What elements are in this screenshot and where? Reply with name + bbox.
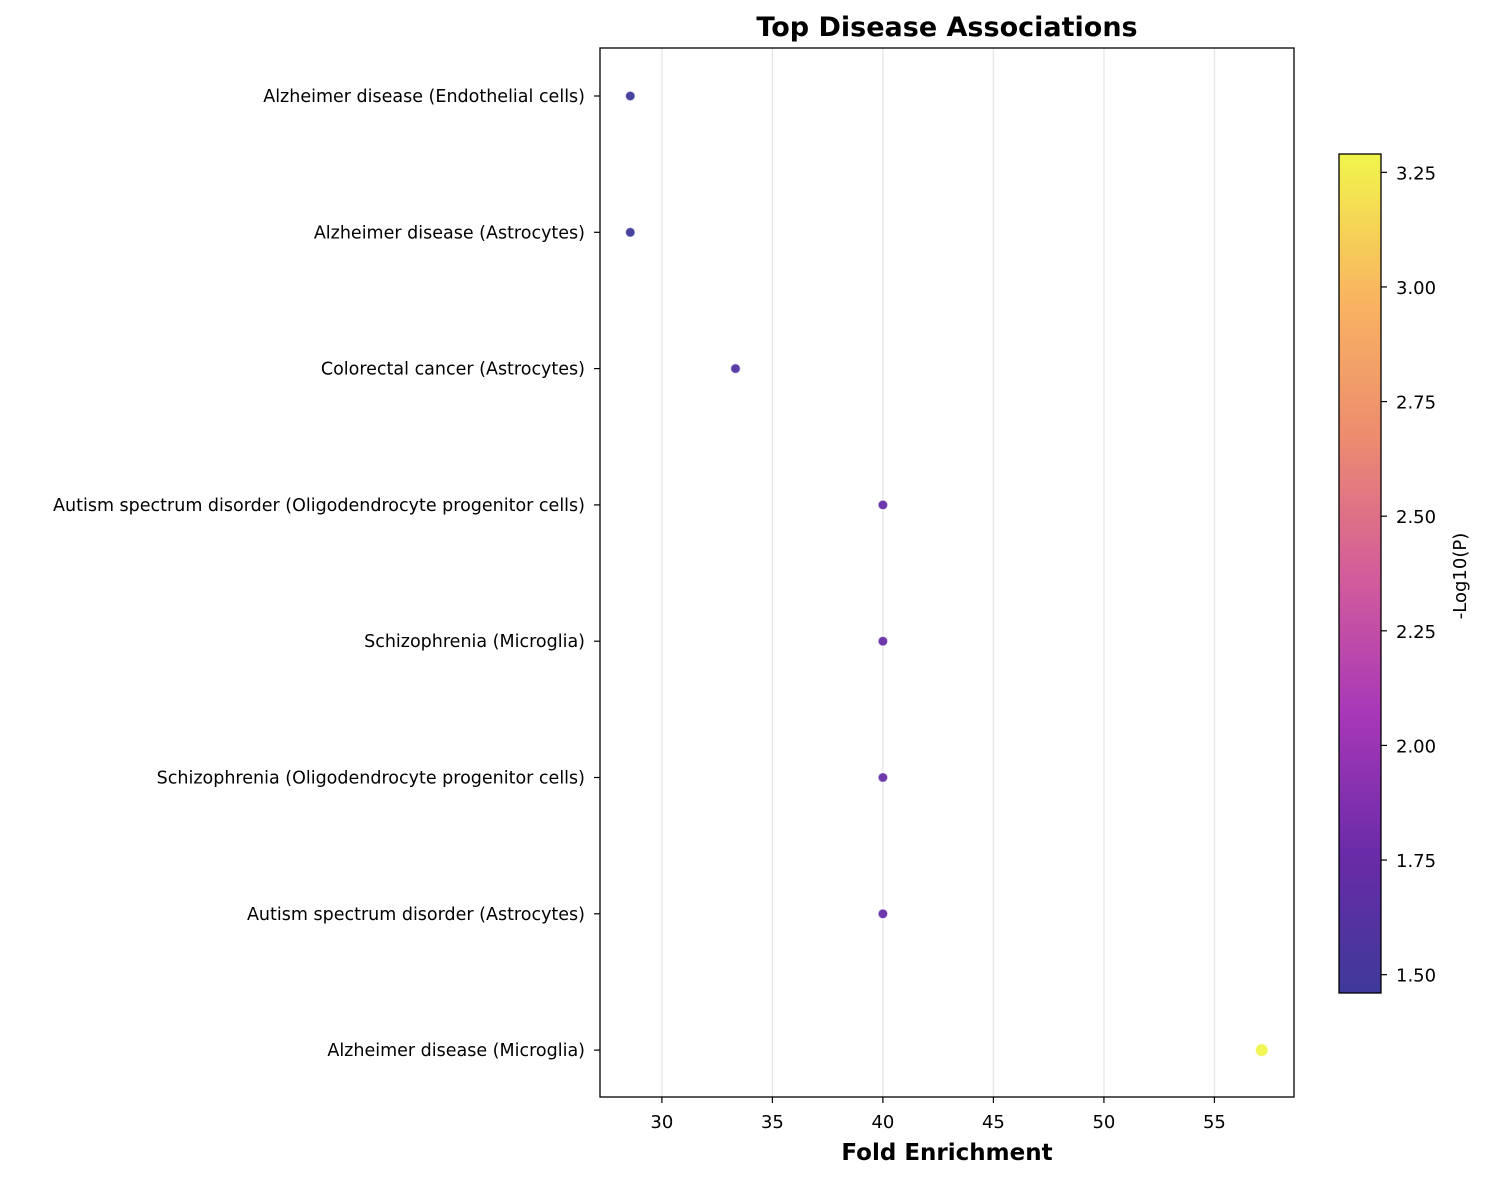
colorbar-tick-label: 3.00 [1396,278,1436,299]
gridlines [661,48,1216,1097]
colorbar-label: -Log10(P) [1450,533,1471,619]
x-tick-label: 40 [871,1112,894,1133]
x-axis-label: Fold Enrichment [841,1140,1052,1166]
y-tick-label: Autism spectrum disorder (Astrocytes) [247,905,585,925]
colorbar-tick-label: 2.00 [1396,736,1436,757]
x-tick-label: 50 [1092,1112,1115,1133]
y-axis-ticks: Alzheimer disease (Endothelial cells) Alz… [53,87,600,1061]
data-point [877,635,889,647]
colorbar-tick-label: 1.50 [1396,966,1436,987]
colorbar-tick-label: 3.25 [1396,163,1436,184]
colorbar-tick-label: 2.25 [1396,622,1436,643]
data-point [1254,1042,1269,1058]
y-tick-label: Alzheimer disease (Microglia) [327,1041,585,1061]
data-point [877,908,889,920]
data-point [624,90,636,102]
y-tick-label: Schizophrenia (Oligodendrocyte progenito… [157,769,585,789]
colorbar-tick-label: 1.75 [1396,851,1436,872]
x-tick-label: 55 [1203,1112,1226,1133]
data-point [877,499,889,511]
x-tick-label: 30 [650,1112,673,1133]
data-points [624,90,1269,1058]
y-tick-label: Schizophrenia (Microglia) [364,632,585,652]
plot-frame [599,47,1295,1098]
data-point [624,226,636,239]
y-tick-label: Alzheimer disease (Astrocytes) [314,223,585,243]
y-tick-label: Alzheimer disease (Endothelial cells) [263,87,585,107]
colorbar-gradient [1338,153,1382,994]
data-point [729,362,742,375]
y-tick-label: Colorectal cancer (Astrocytes) [321,360,585,380]
colorbar-tick-label: 2.75 [1396,393,1436,414]
x-tick-label: 35 [761,1112,784,1133]
x-axis-ticks: 30 35 40 45 50 55 [650,1097,1226,1133]
data-point [877,771,889,784]
chart-title: Top Disease Associations [756,12,1137,43]
colorbar: 1.50 1.75 2.00 2.25 2.50 2.75 3.00 3.25 [1338,153,1436,994]
colorbar-tick-label: 2.50 [1396,507,1436,528]
x-tick-label: 45 [982,1112,1005,1133]
y-tick-label: Autism spectrum disorder (Oligodendrocyt… [53,496,585,516]
